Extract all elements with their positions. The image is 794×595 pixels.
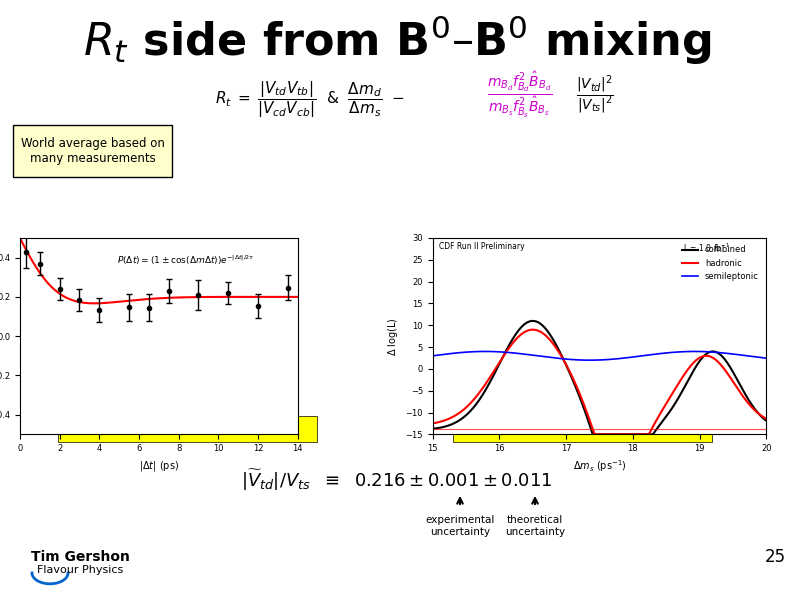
hadronic [575, 391, 584, 398]
semileptonic [480, 348, 490, 355]
hadronic [688, 359, 698, 367]
FancyBboxPatch shape [13, 125, 172, 177]
Line: semileptonic: semileptonic [433, 352, 766, 360]
Text: theoretical
uncertainty: theoretical uncertainty [505, 515, 565, 537]
combined [428, 425, 437, 433]
Text: Flavour Physics: Flavour Physics [37, 565, 123, 575]
combined [588, 431, 598, 438]
X-axis label: $|\Delta t|$ (ps): $|\Delta t|$ (ps) [139, 459, 179, 472]
hadronic [528, 326, 538, 333]
Y-axis label: $\Delta$ log(L): $\Delta$ log(L) [386, 317, 400, 356]
semileptonic [761, 355, 771, 362]
semileptonic [462, 349, 472, 356]
Text: $R_t\;=\;\dfrac{|V_{td}V_{tb}|}{|V_{cd}V_{cb}|}$  &  $\dfrac{\Delta m_d}{\Delta : $R_t\;=\;\dfrac{|V_{td}V_{tb}|}{|V_{cd}V… [215, 80, 405, 120]
hadronic [761, 415, 771, 422]
combined [688, 367, 698, 374]
Text: 25: 25 [765, 548, 785, 566]
Text: CDF Run II Preliminary: CDF Run II Preliminary [439, 242, 525, 251]
combined [563, 365, 572, 372]
FancyBboxPatch shape [453, 416, 712, 442]
combined [462, 411, 472, 418]
combined [657, 418, 667, 425]
Text: $R_t$ side from B$^0$–B$^0$ mixing: $R_t$ side from B$^0$–B$^0$ mixing [83, 13, 711, 67]
hadronic [563, 365, 572, 372]
Text: $\dfrac{|V_{td}|^2}{|V_{ts}|^2}$: $\dfrac{|V_{td}|^2}{|V_{ts}|^2}$ [576, 74, 614, 116]
hadronic [590, 431, 599, 438]
Text: $|\widetilde{V}_{td}|/V_{ts}$  $\equiv$  $0.216 \pm 0.001 \pm 0.011$: $|\widetilde{V}_{td}|/V_{ts}$ $\equiv$ $… [241, 468, 553, 493]
semileptonic [575, 356, 584, 364]
semileptonic [657, 350, 667, 357]
Text: World average based on
many measurements: World average based on many measurements [21, 137, 164, 165]
Text: Tim Gershon: Tim Gershon [30, 550, 129, 564]
hadronic [695, 354, 704, 361]
hadronic [657, 406, 667, 414]
Text: PRD 71, 072003 (2005): PRD 71, 072003 (2005) [114, 421, 260, 434]
Line: hadronic: hadronic [433, 330, 766, 434]
Text: L = 1.0 fb$^{-1}$: L = 1.0 fb$^{-1}$ [683, 242, 730, 254]
Text: PRL 97, 242003 (2006): PRL 97, 242003 (2006) [510, 421, 654, 434]
Text: $P(\Delta t) = (1\pm\cos(\Delta m\Delta t))e^{-|\Delta t|/2\tau}$: $P(\Delta t) = (1\pm\cos(\Delta m\Delta … [117, 253, 255, 267]
Text: Δm$_s$ = (17.77 ± 0.10 ± 0.07) ps$^{-1}$: Δm$_s$ = (17.77 ± 0.10 ± 0.07) ps$^{-1}$ [495, 400, 685, 419]
semileptonic [428, 352, 437, 359]
semileptonic [688, 348, 698, 355]
combined [575, 394, 584, 402]
FancyBboxPatch shape [58, 416, 317, 442]
hadronic [428, 420, 437, 427]
combined [695, 358, 704, 365]
Legend: combined, hadronic, semileptonic: combined, hadronic, semileptonic [678, 242, 762, 284]
Text: experimental
uncertainty: experimental uncertainty [426, 515, 495, 537]
semileptonic [563, 356, 572, 363]
Text: $\dfrac{m_{B_d} f_{B_d}^2 \hat{B}_{B_d}}{m_{B_s} f_{B_s}^2 \hat{B}_{B_s}}$: $\dfrac{m_{B_d} f_{B_d}^2 \hat{B}_{B_d}}… [488, 70, 553, 120]
semileptonic [585, 356, 595, 364]
Text: Δm$_d$ = (0.511 ± 0.005 ± 0.006) ps$^{-1}$: Δm$_d$ = (0.511 ± 0.005 ± 0.006) ps$^{-1… [87, 400, 293, 419]
combined [528, 317, 538, 324]
hadronic [462, 403, 472, 411]
semileptonic [695, 348, 704, 355]
Line: combined: combined [433, 321, 766, 434]
X-axis label: $\Delta m_s$ (ps$^{-1}$): $\Delta m_s$ (ps$^{-1}$) [572, 459, 626, 474]
combined [761, 417, 771, 424]
